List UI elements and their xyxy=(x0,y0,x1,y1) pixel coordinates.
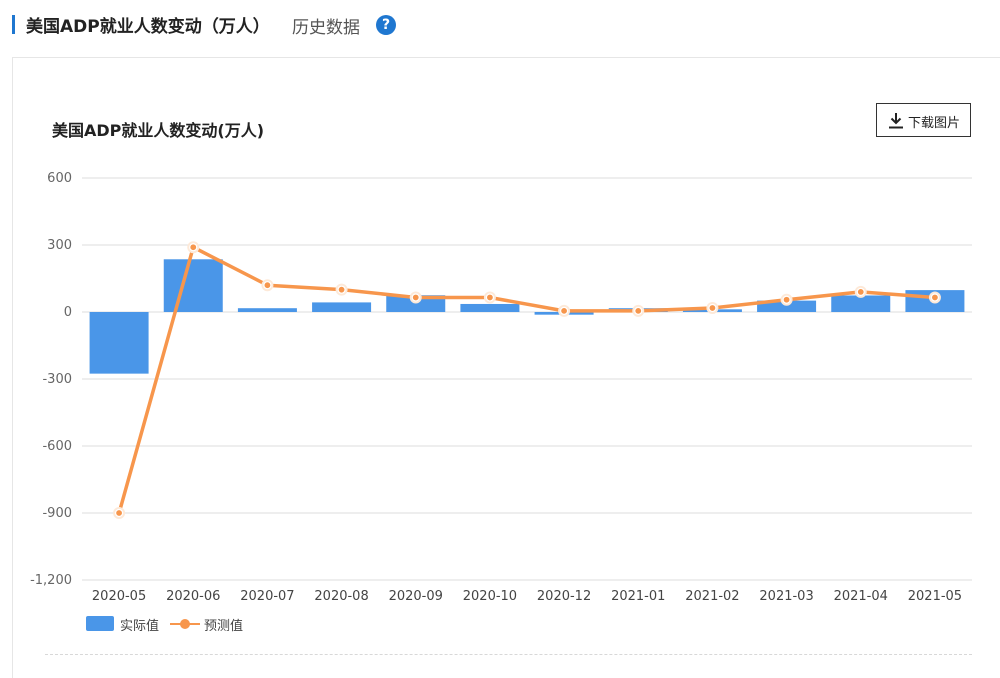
bottom-divider xyxy=(45,654,972,655)
y-tick-label: -600 xyxy=(42,439,72,454)
forecast-point xyxy=(930,293,940,302)
forecast-line-path xyxy=(117,245,936,514)
bars xyxy=(89,259,965,374)
chart-card xyxy=(12,57,1000,678)
actual-bar xyxy=(312,302,372,312)
forecast-point xyxy=(559,306,569,315)
y-tick-label: 0 xyxy=(64,305,72,320)
y-tick-label: 300 xyxy=(47,238,72,253)
actual-bar xyxy=(757,300,817,312)
x-tick-label: 2021-05 xyxy=(908,589,962,604)
actual-bar xyxy=(163,259,223,312)
actual-bar xyxy=(89,312,149,374)
download-label: 下载图片 xyxy=(908,116,961,131)
forecast-point xyxy=(114,508,124,518)
page-header: 美国ADP就业人数变动（万人） 历史数据 ? xyxy=(0,0,1000,50)
help-icon[interactable]: ? xyxy=(376,15,396,35)
x-tick-label: 2020-09 xyxy=(389,589,443,604)
header-accent-bar xyxy=(12,15,15,34)
x-tick-label: 2021-04 xyxy=(834,589,888,604)
forecast-point xyxy=(485,293,495,302)
forecast-point xyxy=(634,306,643,315)
x-tick-label: 2020-10 xyxy=(463,589,517,604)
forecast-point xyxy=(856,287,865,296)
x-tick-label: 2020-12 xyxy=(537,589,591,604)
x-tick-label: 2021-03 xyxy=(759,589,813,604)
forecast-point xyxy=(411,293,420,302)
actual-bar xyxy=(237,308,297,312)
y-tick-label: -300 xyxy=(42,372,72,387)
actual-bar xyxy=(460,303,520,312)
page-title: 美国ADP就业人数变动（万人） xyxy=(26,17,270,37)
download-icon xyxy=(889,113,903,129)
x-tick-label: 2020-06 xyxy=(166,589,220,604)
forecast-point xyxy=(337,285,346,294)
actual-bar xyxy=(831,295,891,312)
y-tick-label: -900 xyxy=(42,506,72,521)
x-tick-labels: 2020-05 2020-06 2020-07 2020-08 2020-09 2020-… xyxy=(92,589,962,604)
forecast-point xyxy=(782,295,791,304)
forecast-point xyxy=(189,243,198,252)
forecast-point xyxy=(708,303,717,313)
grid-lines xyxy=(82,177,972,581)
history-data-link[interactable]: 历史数据 xyxy=(292,18,360,38)
y-tick-label: -1,200 xyxy=(30,573,72,588)
download-image-button[interactable]: 下载图片 xyxy=(876,103,971,137)
actual-bar xyxy=(386,295,446,312)
x-tick-label: 2021-02 xyxy=(685,589,739,604)
legend-label-forecast: 预测值 xyxy=(204,619,244,634)
x-tick-label: 2020-05 xyxy=(92,589,146,604)
chart-title: 美国ADP就业人数变动(万人) xyxy=(52,121,265,140)
x-tick-label: 2021-01 xyxy=(611,589,665,604)
legend-bar-swatch xyxy=(86,616,114,631)
forecast-point xyxy=(263,281,272,290)
forecast-line xyxy=(113,241,941,519)
x-tick-label: 2020-08 xyxy=(314,589,368,604)
y-tick-label: 600 xyxy=(47,171,72,186)
legend-line-swatch xyxy=(170,619,200,629)
x-tick-label: 2020-07 xyxy=(240,589,294,604)
y-tick-labels: 600 300 0 -300 -600 -900 -1,200 xyxy=(30,171,72,588)
legend-label-actual: 实际值 xyxy=(120,619,160,634)
